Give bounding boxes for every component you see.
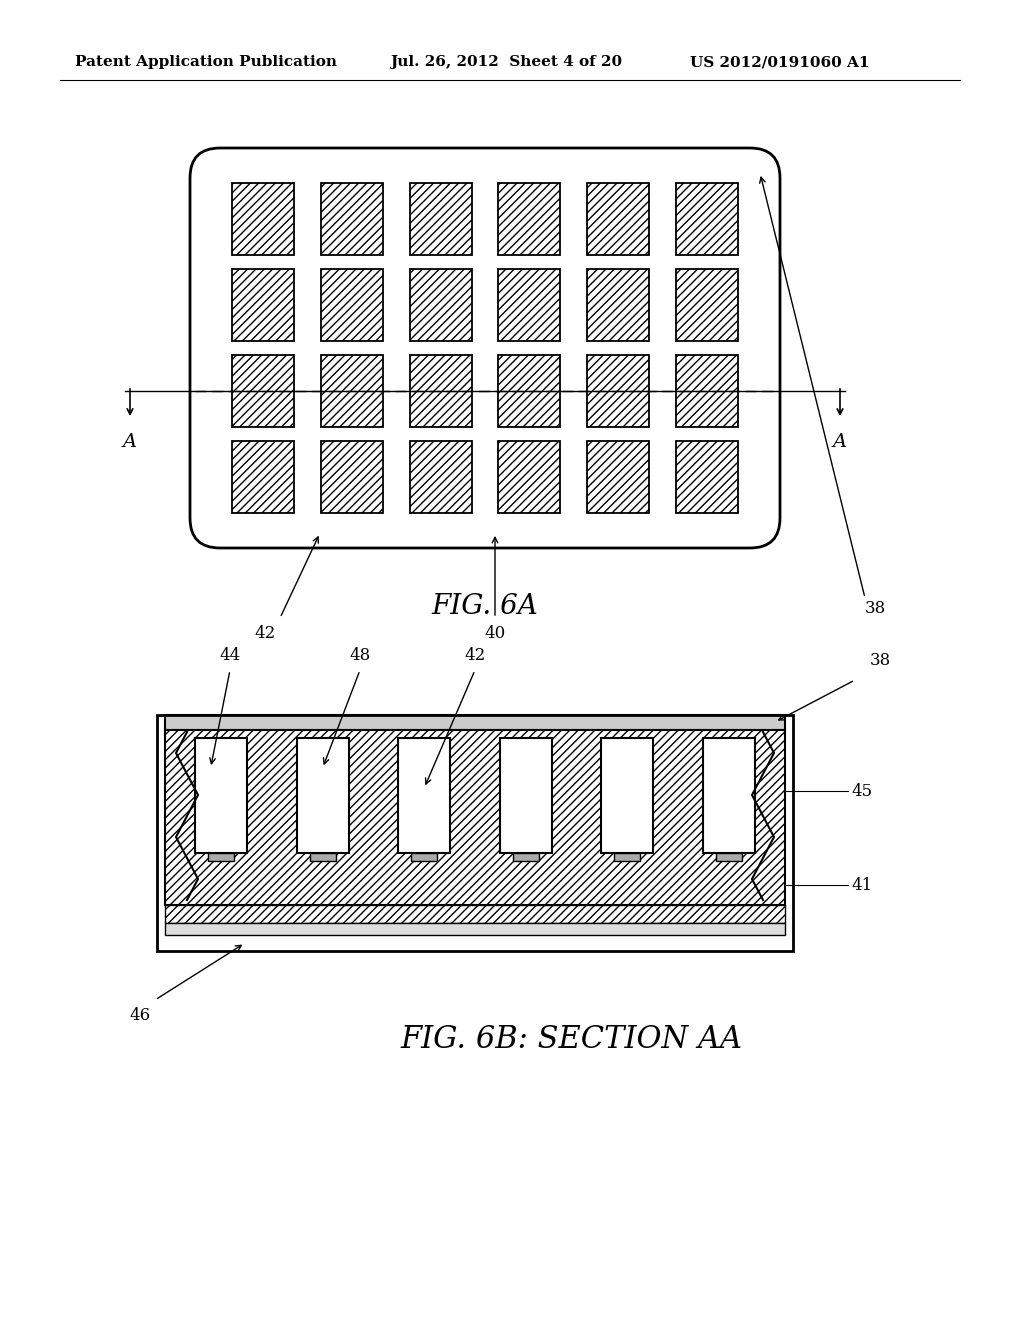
Text: 40: 40 [484,624,506,642]
Bar [587,441,649,513]
Bar [232,269,294,341]
Bar [165,906,785,923]
Bar [232,183,294,255]
Bar [716,853,742,861]
Bar [321,269,383,341]
Bar [513,853,539,861]
Bar [232,441,294,513]
Bar [165,923,785,935]
Bar [232,355,294,426]
Text: 46: 46 [129,1007,151,1024]
Bar [676,355,738,426]
Text: FIG. 6B: SECTION AA: FIG. 6B: SECTION AA [400,1024,742,1056]
Bar [587,269,649,341]
Text: A: A [833,433,847,451]
Bar [410,441,472,513]
Bar [297,738,348,853]
Text: 38: 38 [864,601,886,616]
Bar [587,355,649,426]
Bar [499,183,560,255]
Bar [587,183,649,255]
Text: 42: 42 [464,647,485,664]
Bar [676,441,738,513]
Text: 41: 41 [851,876,872,894]
Text: Jul. 26, 2012  Sheet 4 of 20: Jul. 26, 2012 Sheet 4 of 20 [390,55,623,69]
Bar [165,730,785,906]
Bar [412,853,437,861]
Text: 45: 45 [851,783,872,800]
Bar [410,355,472,426]
Bar [676,269,738,341]
Bar [157,715,793,950]
Bar [398,738,451,853]
Bar [499,441,560,513]
Bar [500,738,552,853]
Bar [499,355,560,426]
Bar [499,269,560,341]
Text: 42: 42 [254,624,275,642]
Bar [165,715,785,730]
Bar [321,441,383,513]
Text: 38: 38 [870,652,891,669]
Text: A: A [123,433,137,451]
Text: FIG. 6A: FIG. 6A [432,593,539,619]
Text: Patent Application Publication: Patent Application Publication [75,55,337,69]
Bar [410,269,472,341]
Bar [195,738,247,853]
Text: 48: 48 [349,647,371,664]
FancyBboxPatch shape [190,148,780,548]
Text: US 2012/0191060 A1: US 2012/0191060 A1 [690,55,869,69]
Bar [676,183,738,255]
Bar [601,738,653,853]
Text: 44: 44 [219,647,241,664]
Bar [208,853,234,861]
Bar [321,183,383,255]
Bar [410,183,472,255]
Bar [614,853,640,861]
Bar [309,853,336,861]
Bar [321,355,383,426]
Bar [703,738,755,853]
